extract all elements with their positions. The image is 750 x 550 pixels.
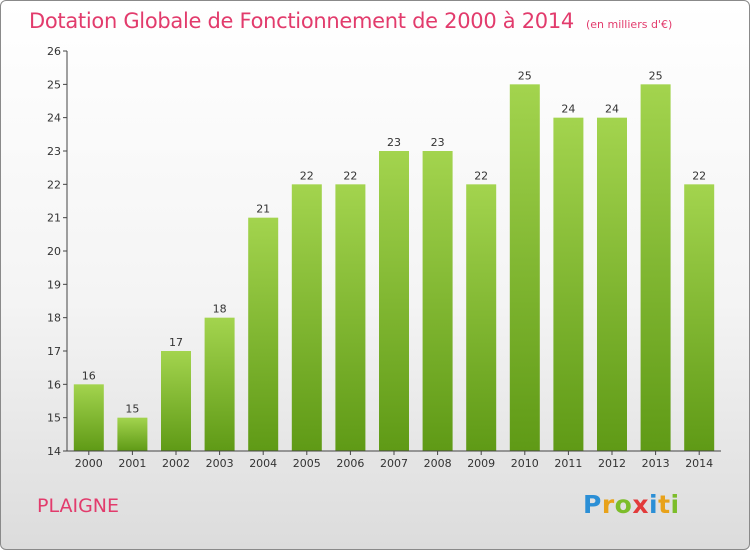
y-tick-label: 18 xyxy=(47,312,61,325)
x-tick-label: 2004 xyxy=(249,457,277,470)
data-label-2007: 23 xyxy=(387,136,401,149)
x-tick-label: 2009 xyxy=(467,457,495,470)
logo-letter: r xyxy=(601,490,615,519)
logo-letter: x xyxy=(632,490,649,519)
y-tick-label: 25 xyxy=(47,78,61,91)
bar-2006 xyxy=(335,184,366,452)
chart-title: Dotation Globale de Fonctionnement de 20… xyxy=(29,9,672,33)
bar-2004 xyxy=(248,217,279,451)
logo-letter: P xyxy=(583,490,602,519)
bar-2008 xyxy=(422,151,453,451)
data-label-2002: 17 xyxy=(169,336,183,349)
x-tick-label: 2005 xyxy=(293,457,321,470)
x-tick-label: 2010 xyxy=(511,457,539,470)
axes-group: 14 15 16 17 18 19 20 21 22 23 24 25 26 2000 2001 2002 20… xyxy=(47,45,721,470)
x-tick-label: 2012 xyxy=(598,457,626,470)
logo-letter: i xyxy=(649,490,659,519)
x-tick-label: 2001 xyxy=(118,457,146,470)
x-tick-label: 2008 xyxy=(424,457,452,470)
x-tick-label: 2014 xyxy=(685,457,713,470)
data-label-2011: 24 xyxy=(561,103,575,116)
data-label-2009: 22 xyxy=(474,169,488,182)
data-label-2013: 25 xyxy=(649,69,663,82)
data-label-2010: 25 xyxy=(518,69,532,82)
logo-letter: t xyxy=(658,490,671,519)
x-tick-label: 2011 xyxy=(554,457,582,470)
chart-title-text: Dotation Globale de Fonctionnement de 20… xyxy=(29,9,574,33)
bar-2009 xyxy=(466,184,497,452)
y-tick-label: 15 xyxy=(47,412,61,425)
bar-2000 xyxy=(73,384,104,451)
data-label-2001: 15 xyxy=(125,403,139,416)
logo-letter: o xyxy=(614,490,633,519)
bar-2012 xyxy=(597,117,627,452)
x-tick-label: 2013 xyxy=(642,457,670,470)
y-tick-label: 19 xyxy=(47,278,61,291)
bar-2001 xyxy=(117,417,148,451)
x-tick-label: 2006 xyxy=(336,457,364,470)
data-label-2000: 16 xyxy=(82,369,96,382)
y-tick-label: 21 xyxy=(47,212,61,225)
bar-2003 xyxy=(204,317,235,451)
y-tick-label: 23 xyxy=(47,145,61,158)
y-tick-label: 17 xyxy=(47,345,61,358)
bar-2011 xyxy=(553,117,584,452)
bar-2005 xyxy=(291,184,322,452)
data-label-2004: 21 xyxy=(256,203,270,216)
data-label-2008: 23 xyxy=(431,136,445,149)
y-tick-label: 22 xyxy=(47,178,61,191)
data-label-2005: 22 xyxy=(300,169,314,182)
data-label-2006: 22 xyxy=(343,169,357,182)
data-label-2003: 18 xyxy=(213,303,227,316)
bar-2014 xyxy=(684,184,715,452)
x-tick-label: 2000 xyxy=(75,457,103,470)
bars-group: 16 15 17 18 21 22 22 23 23 22 25 24 24 25 22 xyxy=(73,69,715,452)
x-tick-label: 2002 xyxy=(162,457,190,470)
data-label-2014: 22 xyxy=(692,169,706,182)
y-tick-label: 14 xyxy=(47,445,61,458)
bar-2010 xyxy=(509,84,540,451)
chart-subtitle: (en milliers d'€) xyxy=(585,18,673,31)
y-tick-label: 20 xyxy=(47,245,61,258)
x-tick-label: 2003 xyxy=(206,457,234,470)
logo-letter: i xyxy=(670,490,680,519)
y-tick-label: 24 xyxy=(47,112,61,125)
bar-2007 xyxy=(379,151,409,451)
bar-2002 xyxy=(161,351,191,451)
y-tick-label: 16 xyxy=(47,378,61,391)
bar-2013 xyxy=(640,84,671,451)
data-label-2012: 24 xyxy=(605,103,619,116)
y-tick-label: 26 xyxy=(47,45,61,58)
proxiti-logo: Proxiti xyxy=(583,490,680,519)
x-tick-label: 2007 xyxy=(380,457,408,470)
commune-name: PLAIGNE xyxy=(37,495,120,517)
